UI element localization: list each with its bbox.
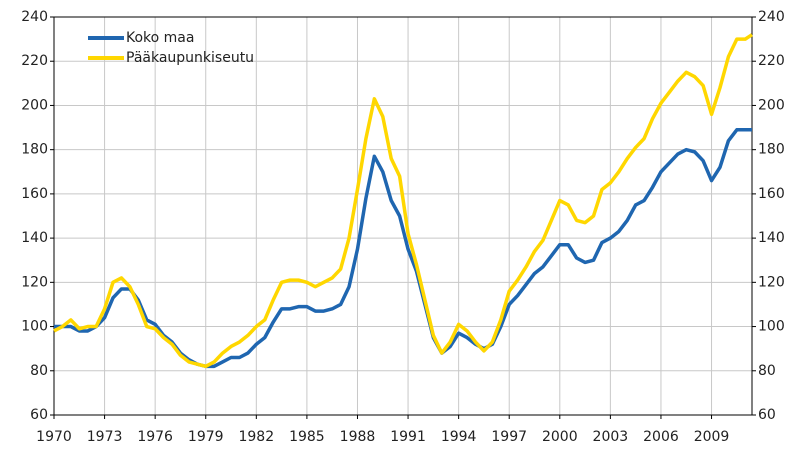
y2-tick-label: 180	[758, 142, 785, 158]
y-tick-label: 180	[21, 142, 48, 158]
x-tick-label: 2009	[694, 429, 730, 445]
y2-tick-label: 120	[758, 274, 785, 290]
x-tick-label: 2006	[643, 429, 679, 445]
x-tick-label: 1985	[289, 429, 325, 445]
x-tick-label: 2000	[542, 429, 578, 445]
y2-tick-label: 220	[758, 53, 785, 69]
y2-tick-label: 100	[758, 319, 785, 335]
x-tick-label: 1970	[36, 429, 72, 445]
x-tick-label: 1973	[87, 429, 123, 445]
y-tick-label: 220	[21, 53, 48, 69]
legend-label: Pääkaupunkiseutu	[126, 50, 254, 66]
y-tick-label: 160	[21, 186, 48, 202]
y2-tick-label: 240	[758, 9, 785, 25]
x-tick-label: 1982	[238, 429, 274, 445]
series-line	[53, 33, 753, 369]
y2-tick-label: 80	[758, 363, 776, 379]
x-tick-label: 1991	[390, 429, 426, 445]
y-tick-label: 240	[21, 9, 48, 25]
legend-label: Koko maa	[126, 30, 194, 46]
y-tick-label: 60	[30, 407, 48, 423]
y2-tick-label: 140	[758, 230, 785, 246]
x-tick-label: 1997	[491, 429, 527, 445]
y-tick-label: 80	[30, 363, 48, 379]
y-tick-label: 120	[21, 274, 48, 290]
y-tick-label: 140	[21, 230, 48, 246]
x-tick-label: 1976	[137, 429, 173, 445]
x-tick-label: 2003	[593, 429, 629, 445]
y2-tick-label: 160	[758, 186, 785, 202]
plot-frame	[53, 16, 753, 416]
y-tick-label: 100	[21, 319, 48, 335]
x-tick-label: 1979	[188, 429, 224, 445]
x-tick-label: 1988	[340, 429, 376, 445]
x-tick-label: 1994	[441, 429, 477, 445]
y2-tick-label: 200	[758, 97, 785, 113]
y2-tick-label: 60	[758, 407, 776, 423]
y-tick-label: 200	[21, 97, 48, 113]
